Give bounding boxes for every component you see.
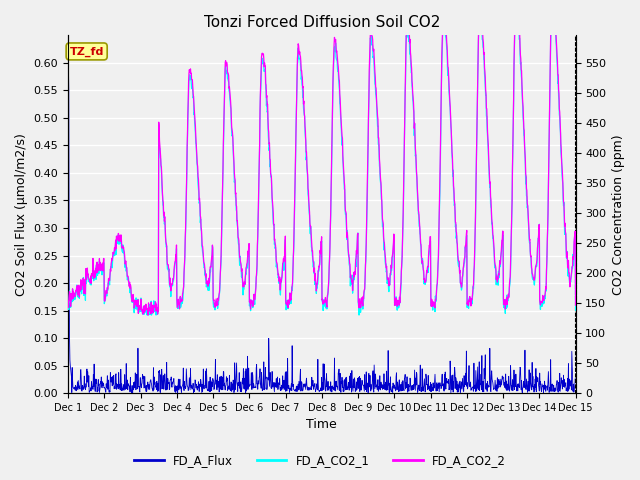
Text: TZ_fd: TZ_fd xyxy=(70,46,104,57)
Y-axis label: CO2 Soil Flux (μmol/m2/s): CO2 Soil Flux (μmol/m2/s) xyxy=(15,133,28,296)
X-axis label: Time: Time xyxy=(307,419,337,432)
Title: Tonzi Forced Diffusion Soil CO2: Tonzi Forced Diffusion Soil CO2 xyxy=(204,15,440,30)
Legend: FD_A_Flux, FD_A_CO2_1, FD_A_CO2_2: FD_A_Flux, FD_A_CO2_1, FD_A_CO2_2 xyxy=(129,449,511,472)
Y-axis label: CO2 Concentration (ppm): CO2 Concentration (ppm) xyxy=(612,134,625,295)
